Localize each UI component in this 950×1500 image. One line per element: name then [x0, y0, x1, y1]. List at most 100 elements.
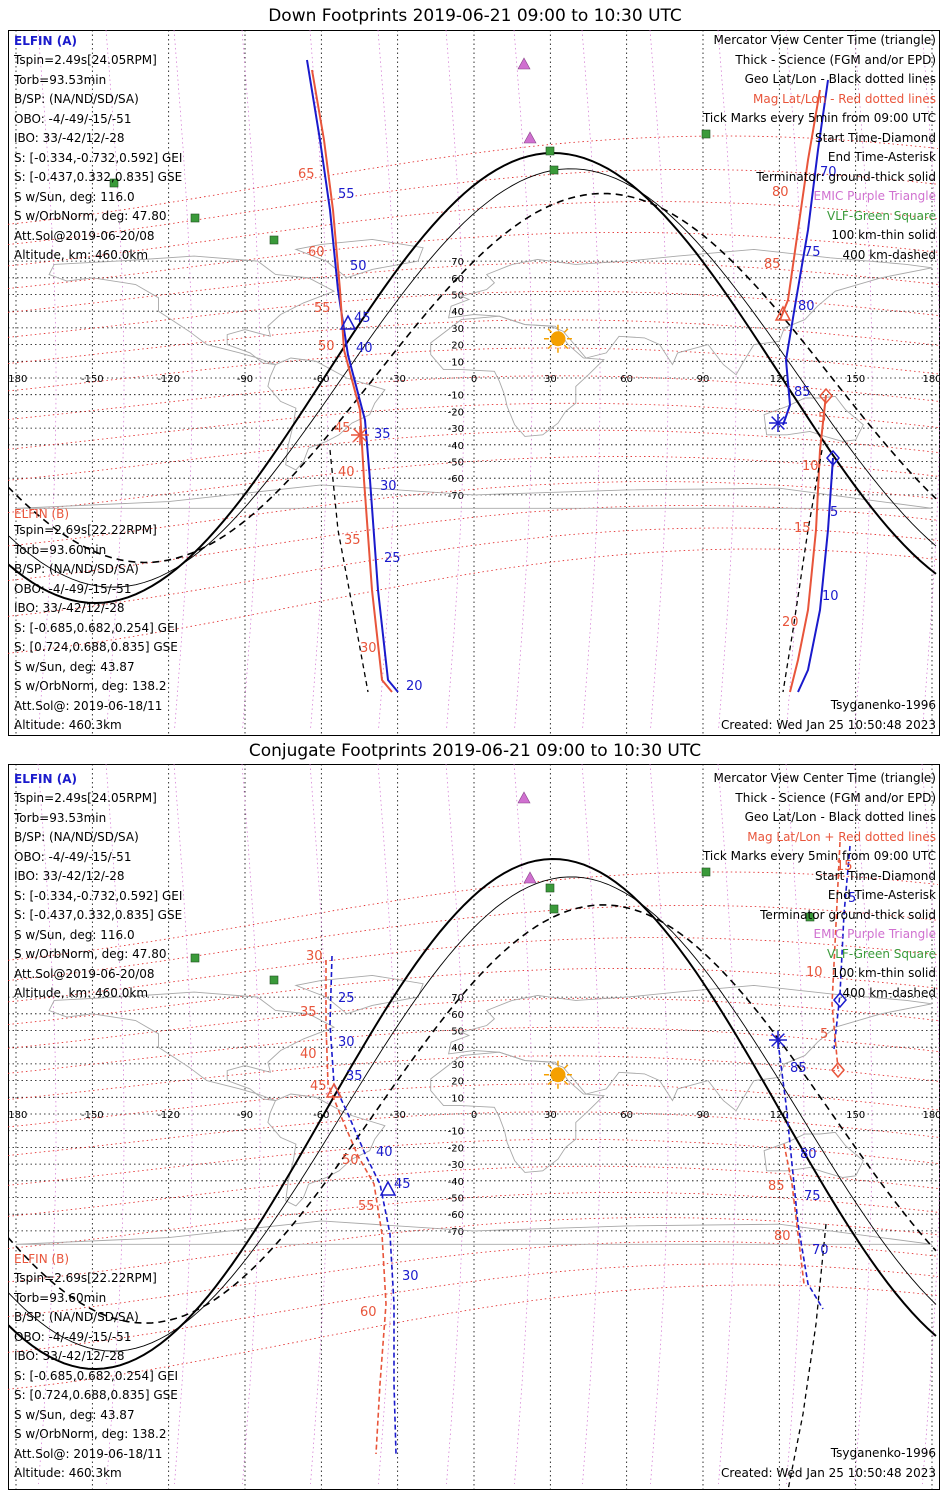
elfin-b-tick-label: 30 — [360, 641, 377, 656]
mag-lon-line — [173, 764, 193, 1485]
elfin-a-tick-label: 85 — [794, 385, 811, 400]
elfin-a-tick-label: 30 — [338, 1035, 355, 1050]
elfin-b-track-east — [779, 89, 821, 321]
elfin-b-tick-label: 5 — [820, 1027, 828, 1042]
lat-label: -30 — [448, 1160, 464, 1171]
lat-label: 50 — [451, 1027, 464, 1038]
elfin-b-tick-label: 50 — [342, 1153, 359, 1168]
lat-label: 30 — [451, 324, 464, 335]
lon-label: 120 — [770, 1110, 789, 1121]
legend-item: Thick - Science (FGM and/or EPD) — [735, 790, 936, 805]
legend-item: Terminator ground-thick solid — [760, 907, 936, 922]
lat-label: -20 — [448, 407, 464, 418]
lon-label: 180 — [922, 374, 940, 385]
mag-lon-line — [513, 764, 533, 1485]
lon-label: -120 — [157, 1110, 180, 1121]
info-line: Tspin=2.49s[24.05RPM] — [14, 53, 157, 67]
info-line: S: [-0.437,0.332,0.835] GSE — [14, 908, 183, 922]
lon-label: -150 — [81, 1110, 104, 1121]
lon-label: 60 — [620, 374, 633, 385]
emic-triangle-icon — [523, 871, 537, 884]
elfin-a-tick-label: 80 — [800, 1147, 817, 1162]
lat-label: 20 — [451, 341, 464, 352]
sun-ray — [563, 344, 569, 350]
mag-lon-line — [241, 764, 261, 1485]
vlf-square-icon — [549, 904, 559, 914]
p2-elfin-b-name: ELFIN (B) — [14, 1252, 70, 1266]
coast-greenland — [294, 974, 424, 1015]
lat-label: 10 — [451, 1093, 464, 1104]
info-line: IBO: 33/-42/12/-28 — [14, 1349, 125, 1363]
legend-item: Start Time-Diamond — [814, 868, 936, 883]
coast-north-america — [48, 991, 336, 1102]
terminator-100km — [8, 168, 937, 588]
lat-label: -70 — [448, 1227, 464, 1238]
elfin-a-tick-label: 5 — [848, 891, 856, 906]
lon-label: -120 — [157, 374, 180, 385]
mag-lat-line — [8, 481, 939, 547]
elfin-a-tick-label: 75 — [804, 245, 821, 260]
lat-label: 70 — [451, 257, 464, 268]
mag-lat-line — [8, 1217, 939, 1283]
info-line: Tspin=2.69s[22.22RPM] — [14, 1271, 157, 1285]
lat-label: -50 — [448, 1194, 464, 1205]
lon-label: 90 — [697, 1110, 710, 1121]
elfin-b-tick-label: 35 — [300, 1005, 317, 1020]
elfin-b-tick-label: 10 — [802, 459, 819, 474]
vlf-square-icon — [701, 129, 711, 139]
coast-australia — [763, 395, 864, 442]
vlf-square-icon — [545, 146, 555, 156]
info-line: IBO: 33/-42/12/-28 — [14, 601, 125, 615]
elfin-a-tick-label: 75 — [804, 1189, 821, 1204]
sun-ray — [563, 1064, 569, 1069]
mag-lon-line — [445, 764, 465, 1485]
mag-lat-line — [8, 169, 939, 245]
lat-label: 40 — [451, 1043, 464, 1054]
lon-label: 150 — [846, 1110, 865, 1121]
coast-australia — [763, 1131, 864, 1178]
coast-africa — [430, 1051, 605, 1173]
info-line: Altitude, km: 460.0km — [14, 248, 149, 262]
info-line: OBO: -4/-49/-15/-51 — [14, 111, 132, 126]
coast-antarctica — [15, 1220, 933, 1245]
legend-item: Geo Lat/Lon - Black dotted lines — [744, 72, 936, 86]
sun-ray — [563, 328, 569, 333]
lon-label: 180 — [922, 1110, 940, 1121]
info-line: Tspin=2.49s[24.05RPM] — [14, 791, 157, 805]
start-diamond-icon — [831, 1061, 845, 1079]
elfin-track-400km-east — [782, 449, 823, 693]
vlf-square-icon — [109, 178, 119, 188]
elfin-b-tick-label: 85 — [764, 257, 781, 272]
info-line: B/SP: (NA/ND/SD/SA) — [14, 1310, 139, 1324]
elfin-a-track-southeast — [777, 1041, 824, 1310]
elfin-track-400km-east — [787, 1223, 827, 1490]
emic-triangle-icon — [517, 57, 531, 70]
sun-ray — [547, 1064, 553, 1069]
vlf-square-icon — [549, 165, 559, 175]
info-line: S w/Sun, deg: 43.87 — [14, 1407, 135, 1422]
info-line: Altitude: 460.3km — [14, 1466, 122, 1480]
elfin-a-track-east — [833, 845, 851, 1050]
mag-lat-line — [8, 319, 939, 364]
elfin-a-tick-label: 45 — [354, 311, 371, 326]
lon-label: -90 — [237, 374, 253, 385]
info-line: Torb=93.53min — [14, 810, 107, 825]
elfin-b-tick-label: 20 — [782, 615, 799, 630]
info-line: OBO: -4/-49/-15/-51 — [14, 849, 132, 864]
emic-triangle-icon — [517, 791, 531, 804]
legend-item: Mercator View Center Time (triangle) — [713, 771, 936, 785]
lat-label: 70 — [451, 993, 464, 1004]
vlf-square-icon — [269, 975, 279, 985]
elfin-a-tick-label: 25 — [384, 551, 401, 566]
legend-item: Thick - Science (FGM and/or EPD) — [735, 52, 936, 67]
elfin-a-tick-label: 85 — [790, 1061, 807, 1076]
legend-item: Mag Lat/Lon - Red dotted lines — [752, 91, 936, 106]
lon-label: 150 — [846, 374, 865, 385]
elfin-a-tick-label: 40 — [376, 1145, 393, 1160]
mag-lat-line — [8, 402, 939, 450]
p2-created: Created: Wed Jan 25 10:50:48 2023 — [721, 1466, 936, 1480]
mag-lat-line — [8, 201, 939, 267]
view-center-triangle-icon — [774, 305, 792, 321]
info-line: Att.Sol@: 2019-06-18/11 — [14, 1446, 163, 1461]
emic-triangle-icon — [523, 131, 537, 144]
